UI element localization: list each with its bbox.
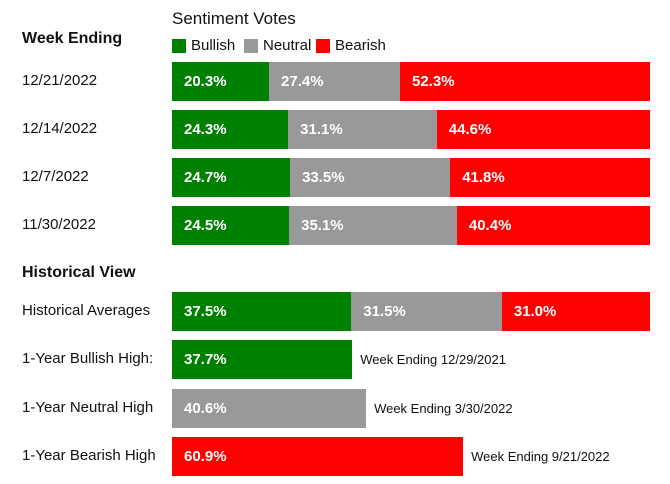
legend-item-bullish: Bullish — [172, 37, 235, 54]
bullish-segment: 24.7% — [172, 158, 291, 197]
bullish-high-bar: 37.7% — [172, 340, 353, 379]
row-label: 11/30/2022 — [22, 216, 96, 233]
high-bar-fill: 40.6% — [172, 389, 367, 428]
bar-value-label: 44.6% — [448, 121, 492, 138]
high-bar-fill: 37.7% — [172, 340, 353, 379]
week-ending-note: Week Ending 9/21/2022 — [471, 449, 610, 464]
stacked-bar-row: 20.3% 27.4% 52.3% — [172, 62, 650, 101]
bearish-segment: 52.3% — [400, 62, 650, 101]
bar-value-label: 40.6% — [184, 400, 227, 417]
row-label: 12/21/2022 — [22, 72, 98, 89]
legend-label-bearish: Bearish — [335, 37, 386, 54]
row-label: 1-Year Bullish High: — [22, 350, 154, 367]
bearish-segment: 31.0% — [501, 292, 650, 331]
stacked-bar-row: 24.3% 31.1% 44.6% — [172, 110, 650, 149]
week-ending-header: Week Ending — [22, 30, 123, 47]
legend-item-neutral: Neutral — [244, 37, 311, 54]
neutral-segment: 31.5% — [351, 292, 502, 331]
stacked-bar-row: 24.5% 35.1% 40.4% — [172, 206, 650, 245]
bearish-segment: 44.6% — [436, 110, 650, 149]
stacked-bar-row: 37.5% 31.5% 31.0% — [172, 292, 650, 331]
bullish-segment: 20.3% — [172, 62, 270, 101]
bar-value-label: 24.7% — [184, 169, 227, 186]
row-label: 12/14/2022 — [22, 120, 98, 137]
row-label: 1-Year Neutral High — [22, 399, 154, 416]
neutral-high-bar: 40.6% — [172, 389, 367, 428]
neutral-segment: 33.5% — [290, 158, 451, 197]
bar-value-label: 35.1% — [301, 217, 344, 234]
bearish-high-bar: 60.9% — [172, 437, 464, 476]
neutral-segment: 35.1% — [289, 206, 457, 245]
legend-label-bullish: Bullish — [191, 37, 236, 54]
row-label: Historical Averages — [22, 302, 151, 319]
bullish-segment: 24.5% — [172, 206, 290, 245]
bar-value-label: 20.3% — [184, 73, 227, 90]
bearish-segment: 41.8% — [450, 158, 650, 197]
bar-value-label: 60.9% — [184, 448, 227, 465]
neutral-segment: 27.4% — [269, 62, 400, 101]
legend-swatch-bullish — [172, 38, 186, 53]
high-bar-fill: 60.9% — [172, 437, 464, 476]
bar-value-label: 52.3% — [412, 73, 455, 90]
row-label: 12/7/2022 — [22, 168, 89, 185]
bar-value-label: 24.3% — [184, 121, 227, 138]
bullish-segment: 37.5% — [172, 292, 352, 331]
bar-value-label: 31.1% — [300, 121, 343, 138]
bar-value-label: 31.0% — [513, 303, 557, 320]
bar-value-label: 27.4% — [281, 73, 324, 90]
bullish-segment: 24.3% — [172, 110, 289, 149]
stacked-bar-row: 24.7% 33.5% 41.8% — [172, 158, 650, 197]
legend-title: Sentiment Votes — [172, 9, 296, 28]
legend-item-bearish: Bearish — [316, 37, 386, 54]
bar-value-label: 41.8% — [462, 169, 505, 186]
bar-value-label: 40.4% — [468, 217, 512, 234]
week-ending-note: Week Ending 3/30/2022 — [374, 401, 513, 416]
historical-view-header: Historical View — [22, 264, 136, 281]
bar-value-label: 24.5% — [184, 217, 227, 234]
bearish-segment: 40.4% — [456, 206, 650, 245]
bar-value-label: 33.5% — [302, 169, 345, 186]
row-label: 1-Year Bearish High — [22, 447, 156, 464]
legend-swatch-neutral — [244, 38, 258, 53]
week-ending-note: Week Ending 12/29/2021 — [360, 352, 506, 367]
legend-label-neutral: Neutral — [263, 37, 312, 54]
neutral-segment: 31.1% — [288, 110, 437, 149]
bar-value-label: 31.5% — [363, 303, 406, 320]
bar-value-label: 37.7% — [184, 351, 227, 368]
legend-swatch-bearish — [316, 38, 330, 53]
bar-value-label: 37.5% — [184, 303, 227, 320]
